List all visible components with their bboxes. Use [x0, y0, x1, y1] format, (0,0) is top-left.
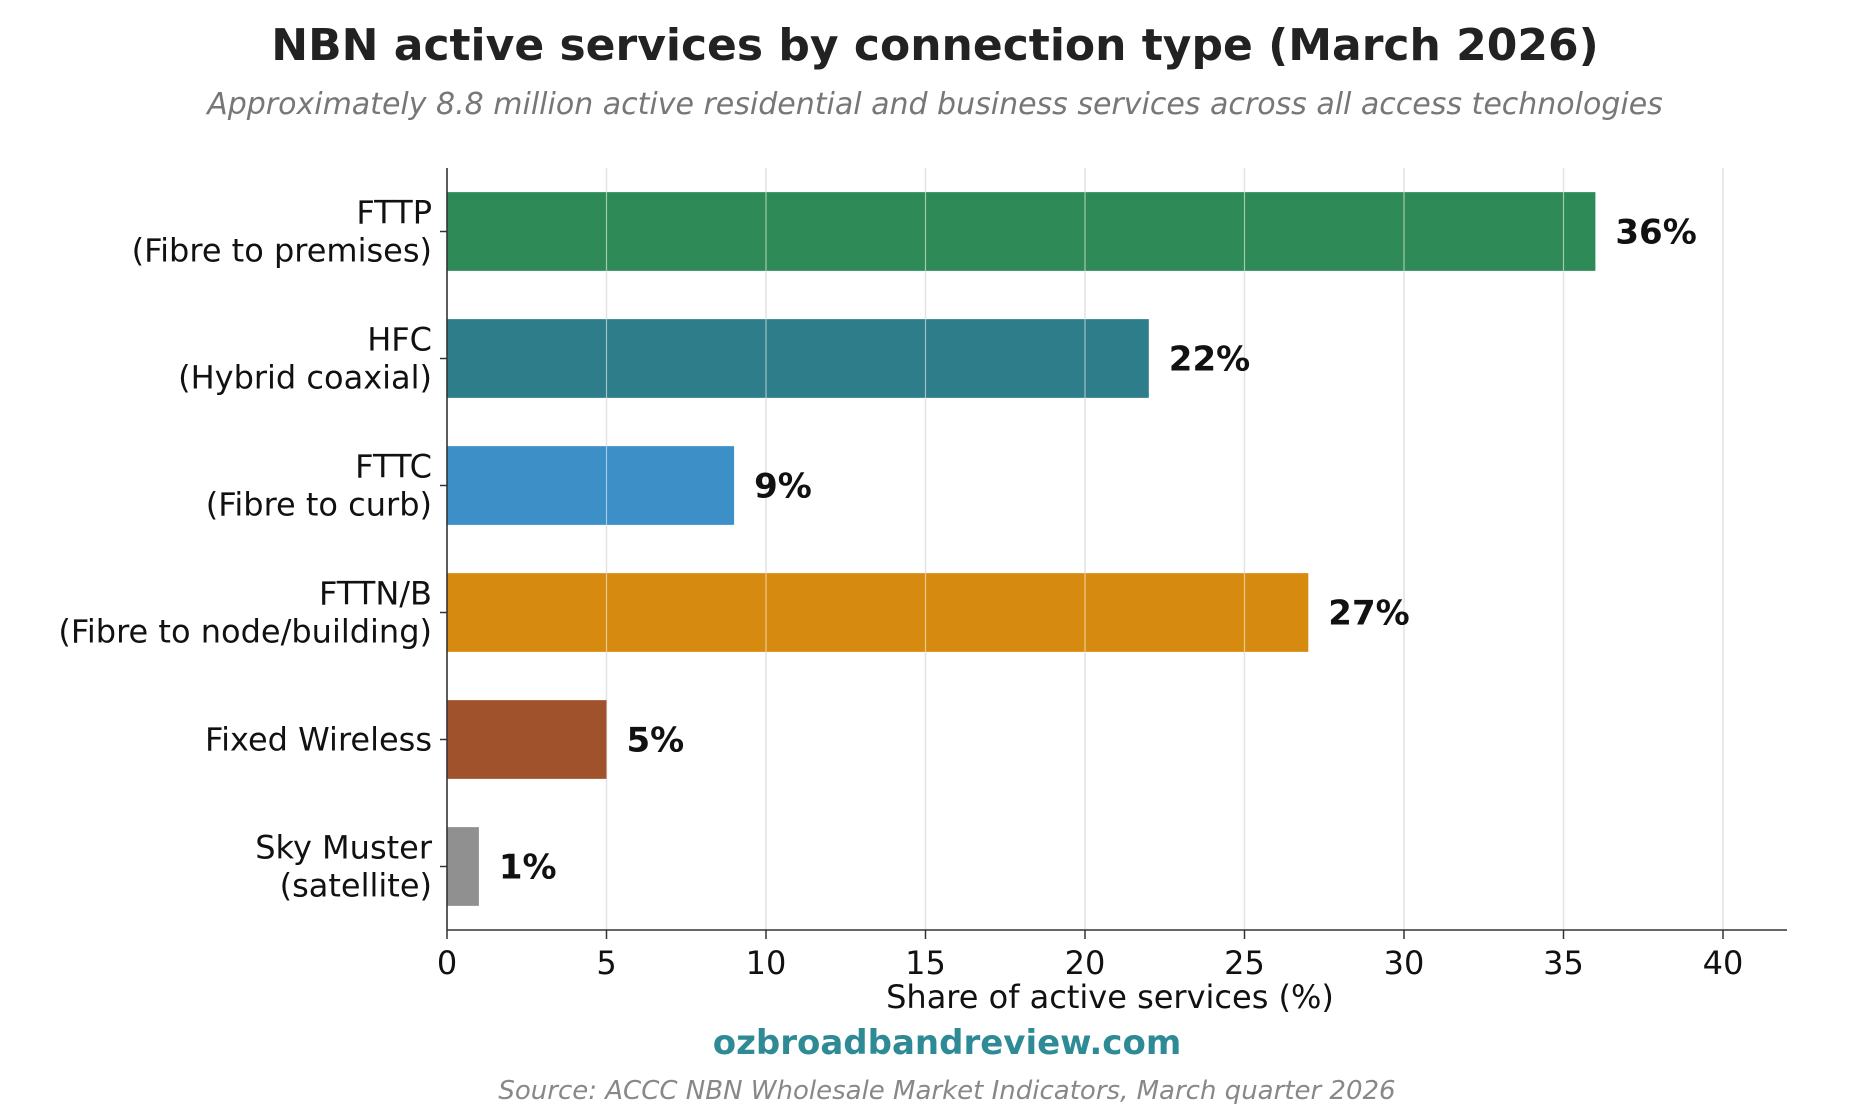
x-axis-label: Share of active services (%) [886, 978, 1334, 1016]
x-tick-label: 15 [905, 944, 946, 982]
bar [447, 192, 1596, 271]
x-tick-label: 25 [1224, 944, 1265, 982]
chart-subtitle: Approximately 8.8 million active residen… [205, 87, 1663, 122]
category-label: HFC [367, 321, 432, 359]
axes [440, 168, 1787, 939]
category-label: (Hybrid coaxial) [178, 359, 432, 397]
data-label: 27% [1328, 594, 1409, 634]
bar [447, 827, 479, 906]
source-note: Source: ACCC NBN Wholesale Market Indica… [498, 1076, 1395, 1104]
bar [447, 319, 1149, 398]
category-label: FTTN/B [319, 575, 432, 613]
category-label: Sky Muster [255, 829, 433, 867]
category-label: FTTP [356, 194, 432, 232]
x-tick-labels: 0 5 10 15 20 25 30 35 40 [437, 944, 1744, 982]
x-tick-label: 30 [1384, 944, 1425, 982]
category-label: (Fibre to node/building) [58, 613, 432, 651]
data-label: 1% [499, 848, 557, 888]
x-tick-label: 20 [1065, 944, 1106, 982]
data-label: 9% [754, 467, 812, 507]
x-tick-label: 0 [437, 944, 457, 982]
category-label: (satellite) [280, 867, 432, 905]
bar [447, 446, 735, 525]
x-tick-label: 10 [746, 944, 787, 982]
category-labels: FTTP(Fibre to premises) HFC(Hybrid coaxia… [58, 194, 433, 905]
category-label: FTTC [355, 448, 432, 486]
bar [447, 573, 1309, 652]
bars [447, 192, 1596, 906]
gridlines [605, 168, 1724, 930]
x-tick-label: 5 [596, 944, 616, 982]
bar [447, 700, 607, 779]
x-tick-label: 35 [1543, 944, 1584, 982]
category-label: (Fibre to curb) [206, 486, 432, 524]
category-label: (Fibre to premises) [132, 232, 432, 270]
category-label: Fixed Wireless [205, 721, 432, 759]
data-label: 5% [627, 721, 685, 761]
data-labels: 36% 22% 9% 27% 5% 1% [499, 213, 1697, 888]
brand-watermark: ozbroadbandreview.com [713, 1023, 1182, 1063]
chart-title: NBN active services by connection type (… [271, 20, 1598, 71]
x-tick-label: 40 [1703, 944, 1744, 982]
data-label: 36% [1615, 213, 1696, 253]
data-label: 22% [1169, 340, 1250, 380]
